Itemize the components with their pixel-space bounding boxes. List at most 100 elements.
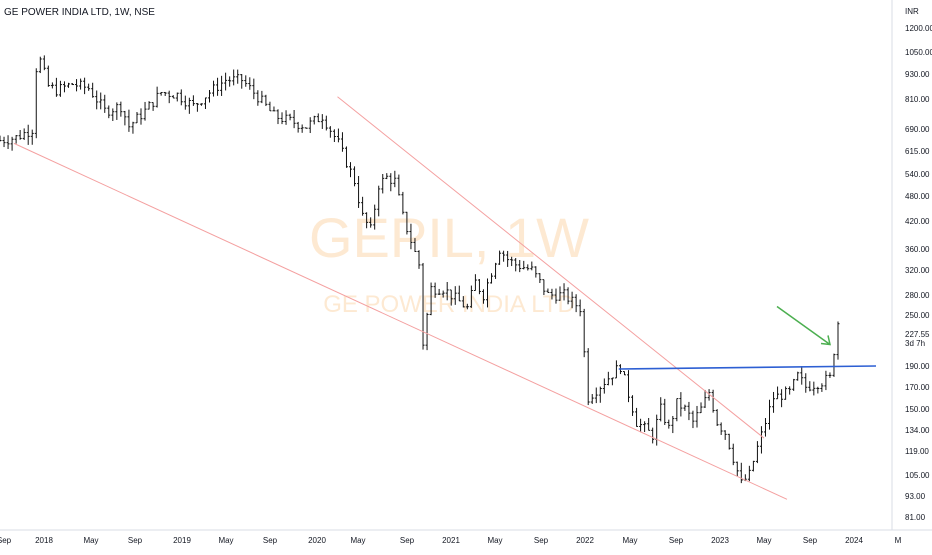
- candle: [30, 129, 34, 145]
- candle: [538, 273, 542, 284]
- y-tick-label: 320.00: [905, 266, 930, 275]
- candle: [6, 135, 10, 149]
- candle: [195, 102, 199, 112]
- drawings-layer[interactable]: [13, 96, 877, 500]
- y-tick-label: 615.00: [905, 147, 930, 156]
- candle: [10, 136, 14, 151]
- last-price-label: 227.55 3d 7h: [905, 330, 930, 348]
- y-tick-label: 540.00: [905, 170, 930, 179]
- candle: [111, 108, 115, 121]
- candle: [429, 282, 433, 316]
- candle: [546, 288, 550, 293]
- candle: [413, 238, 417, 252]
- candle: [562, 283, 566, 301]
- candle: [46, 65, 50, 87]
- breakout-arrow[interactable]: [776, 305, 831, 346]
- candle: [727, 433, 731, 450]
- resistance-line[interactable]: [618, 365, 877, 370]
- candle: [461, 296, 465, 308]
- upper-channel-line[interactable]: [337, 96, 765, 439]
- candle: [800, 366, 804, 385]
- candle: [788, 386, 792, 395]
- candle: [224, 72, 228, 91]
- candle: [123, 110, 127, 126]
- candle: [131, 121, 135, 134]
- y-tick-label: 420.00: [905, 217, 930, 226]
- candle: [18, 130, 22, 140]
- price-axis[interactable]: INR 1200.00 1050.00 930.00 810.00 690.00 615.…: [891, 0, 932, 530]
- y-tick-label: 1050.00: [905, 48, 932, 57]
- candle: [441, 290, 445, 298]
- candle: [389, 173, 393, 192]
- x-tick-label: May: [756, 536, 771, 545]
- currency-label: INR: [905, 7, 919, 16]
- lower-channel-line[interactable]: [13, 142, 788, 500]
- candle: [659, 397, 663, 422]
- candle: [240, 74, 244, 89]
- candle: [324, 115, 328, 131]
- candle: [498, 250, 502, 265]
- candle: [739, 462, 743, 484]
- symbol-watermark: GEPIL, 1W GE POWER INDIA LTD: [309, 206, 589, 318]
- candle: [115, 102, 119, 120]
- candle: [54, 77, 58, 97]
- x-tick-label: Sep: [534, 536, 549, 545]
- candle: [135, 112, 139, 124]
- candle: [349, 162, 353, 178]
- candle: [772, 391, 776, 413]
- candle: [58, 80, 62, 97]
- candle: [687, 401, 691, 421]
- y-tick-label: 190.00: [905, 362, 930, 371]
- candle: [151, 102, 155, 111]
- candle: [635, 407, 639, 427]
- candle: [445, 282, 449, 301]
- candle: [679, 392, 683, 417]
- candle: [804, 373, 808, 393]
- candle: [385, 173, 389, 180]
- y-tick-label: 480.00: [905, 192, 930, 201]
- candle: [91, 82, 95, 98]
- candle: [627, 370, 630, 403]
- candle: [735, 461, 739, 477]
- candle: [586, 348, 590, 406]
- candle: [38, 56, 42, 74]
- candle: [457, 285, 461, 302]
- candle: [824, 370, 828, 391]
- candle: [703, 389, 707, 408]
- candle: [280, 112, 284, 125]
- candle: [477, 279, 481, 295]
- candle: [183, 95, 187, 110]
- y-tick-label: 280.00: [905, 291, 930, 300]
- candle: [663, 398, 667, 425]
- candle: [481, 289, 485, 304]
- x-tick-label: Sep: [803, 536, 818, 545]
- candle: [651, 427, 655, 444]
- candle: [236, 69, 240, 84]
- candle: [490, 273, 494, 284]
- candle: [147, 101, 151, 110]
- candle: [836, 321, 840, 360]
- candle: [296, 121, 300, 133]
- candle: [401, 191, 405, 215]
- candle: [99, 92, 103, 110]
- candle: [530, 261, 534, 271]
- candle: [119, 101, 123, 117]
- candle: [542, 279, 546, 296]
- candle: [751, 460, 755, 472]
- time-axis[interactable]: Sep 2018 May Sep 2019 May Sep 2020 May Sep 2021 May…: [0, 529, 932, 545]
- candle: [175, 92, 179, 102]
- candle: [304, 127, 308, 129]
- candle: [244, 75, 248, 87]
- candle: [683, 404, 687, 411]
- candle: [365, 212, 369, 229]
- candle: [308, 117, 312, 134]
- candle: [631, 395, 635, 416]
- y-tick-label: 119.00: [905, 447, 929, 456]
- candle: [393, 170, 397, 188]
- candle: [87, 83, 91, 91]
- candle: [606, 371, 610, 386]
- candle: [260, 90, 264, 104]
- watermark-symbol: GEPIL, 1W: [309, 206, 589, 269]
